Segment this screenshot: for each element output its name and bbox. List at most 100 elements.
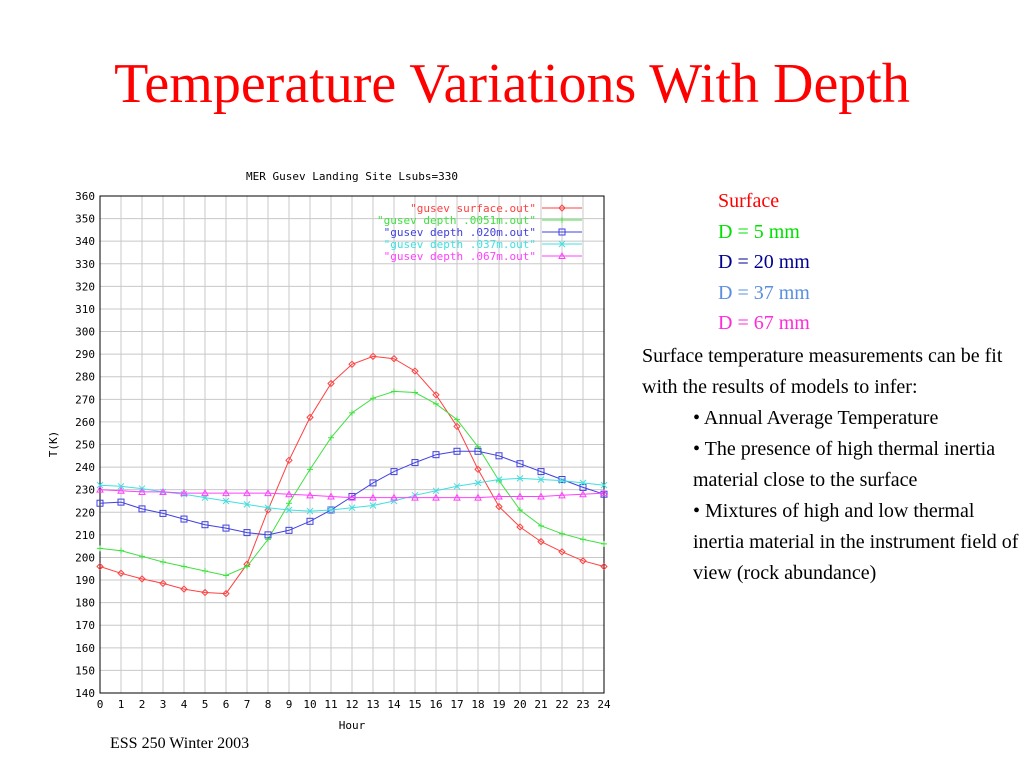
y-tick-label: 160: [75, 642, 95, 655]
chart-series-layer: [96, 352, 608, 598]
data-point: [600, 489, 608, 497]
data-point: [327, 506, 335, 514]
data-point: [390, 354, 398, 363]
data-point: [558, 476, 566, 484]
y-tick-label: 190: [75, 574, 95, 587]
y-tick-label: 150: [75, 664, 95, 677]
data-point: [139, 553, 145, 560]
data-point: [160, 558, 166, 565]
data-point: [159, 487, 167, 495]
legend-entry-label: "gusev depth .020m.out": [384, 226, 536, 239]
data-point: [537, 468, 545, 476]
data-point: [201, 489, 209, 497]
x-tick-label: 10: [303, 698, 316, 711]
x-tick-label: 5: [202, 698, 209, 711]
chart-legend: "gusev surface.out""gusev depth .0051m.o…: [377, 202, 582, 263]
data-point: [391, 388, 397, 395]
x-tick-label: 22: [555, 698, 568, 711]
x-tick-label: 15: [408, 698, 421, 711]
data-point: [264, 504, 272, 512]
data-point: [264, 506, 272, 514]
data-point: [202, 568, 208, 575]
x-tick-label: 1: [118, 698, 125, 711]
data-point: [537, 537, 545, 546]
x-tick-label: 2: [139, 698, 146, 711]
y-tick-label: 350: [75, 213, 95, 226]
data-point: [495, 452, 503, 460]
data-point: [117, 569, 125, 577]
data-point: [516, 492, 524, 500]
x-tick-label: 7: [244, 698, 251, 711]
data-point: [244, 563, 250, 570]
data-point: [558, 251, 566, 259]
data-point: [432, 391, 440, 399]
data-point: [243, 529, 251, 537]
data-point: [285, 490, 293, 498]
data-point: [328, 434, 334, 441]
x-tick-label: 16: [429, 698, 442, 711]
data-point: [558, 204, 566, 212]
series-3: [96, 475, 608, 515]
data-point: [412, 389, 418, 396]
y-tick-label: 280: [75, 371, 95, 384]
data-point: [600, 490, 608, 498]
data-point: [453, 493, 461, 501]
data-point: [138, 505, 146, 513]
bullet-annual-average: • Annual Average Temperature: [693, 407, 939, 429]
data-point: [579, 490, 587, 498]
data-point: [243, 489, 251, 497]
data-point: [474, 479, 482, 487]
x-tick-label: 6: [223, 698, 230, 711]
chart-tick-labels: 0 1 2 3 4 5 6 7 8 9 10 11 12 13 14 15 16 17 18 19 20 21 22 23 24…: [75, 190, 611, 711]
data-point: [96, 562, 104, 571]
data-point: [474, 465, 482, 474]
x-tick-label: 4: [181, 698, 188, 711]
y-tick-label: 140: [75, 687, 95, 700]
data-point: [579, 557, 587, 565]
x-tick-label: 12: [345, 698, 358, 711]
data-point: [453, 422, 461, 431]
legend-text-item: D = 37 mm: [718, 281, 810, 304]
data-point: [559, 217, 565, 223]
data-point: [159, 579, 167, 588]
data-point: [390, 493, 398, 501]
data-point: [307, 466, 313, 473]
series-line: [99, 355, 605, 595]
y-tick-label: 360: [75, 190, 95, 203]
data-point: [306, 507, 314, 515]
data-point: [285, 506, 293, 514]
data-point: [558, 491, 566, 499]
data-point: [538, 522, 544, 529]
y-tick-label: 220: [75, 506, 95, 519]
data-point: [495, 492, 503, 500]
x-axis-label: Hour: [339, 719, 366, 732]
legend-entry-label: "gusev surface.out": [410, 202, 536, 215]
data-point: [117, 498, 125, 506]
data-point: [348, 360, 356, 369]
data-point: [222, 589, 230, 598]
data-point: [180, 489, 188, 497]
data-point: [433, 400, 439, 407]
data-point: [516, 523, 524, 531]
notes-panel: Surface temperature measurements can be …: [642, 341, 1022, 589]
data-point: [369, 479, 377, 487]
data-point: [432, 493, 440, 501]
data-point: [201, 521, 209, 529]
data-point: [264, 531, 272, 539]
y-tick-label: 340: [75, 235, 95, 248]
series-line: [99, 450, 605, 536]
data-point: [411, 367, 419, 375]
data-point: [453, 482, 461, 490]
data-point: [97, 545, 103, 552]
x-tick-label: 9: [286, 698, 293, 711]
chart-grid: [99, 195, 605, 694]
data-point: [306, 413, 314, 422]
data-point: [474, 493, 482, 501]
bullet-mixtures: • Mixtures of high and low thermal inert…: [693, 500, 1019, 584]
data-point: [222, 497, 230, 505]
data-point: [327, 379, 335, 388]
data-point: [222, 524, 230, 532]
data-point: [243, 501, 251, 508]
y-tick-label: 230: [75, 484, 95, 497]
